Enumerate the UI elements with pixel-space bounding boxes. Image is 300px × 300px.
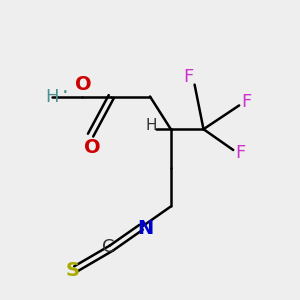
- Text: N: N: [137, 219, 154, 238]
- Text: H: H: [146, 118, 157, 133]
- Text: S: S: [66, 261, 80, 280]
- Text: F: F: [242, 93, 252, 111]
- Text: H: H: [45, 88, 59, 106]
- Text: F: F: [236, 144, 246, 162]
- Text: O: O: [75, 75, 92, 94]
- Text: C: C: [102, 238, 115, 256]
- Text: ·: ·: [62, 83, 69, 103]
- Text: O: O: [84, 137, 100, 157]
- Text: F: F: [184, 68, 194, 86]
